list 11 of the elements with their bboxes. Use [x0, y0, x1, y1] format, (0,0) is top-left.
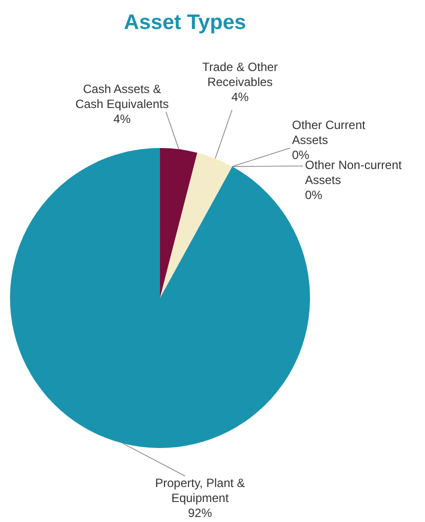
slice-label: Cash Assets & Cash Equivalents: [75, 82, 169, 111]
text: 0%: [305, 188, 322, 202]
pie-slice: [160, 148, 198, 298]
slice-label: Trade & Other Receivables: [202, 60, 278, 89]
data-label: 4%: [231, 90, 249, 104]
slice-label: Property, Plant & Equipment: [155, 476, 245, 505]
pie-slice: [160, 152, 232, 298]
data-label: 92%: [188, 506, 212, 520]
data-label: 4%: [113, 112, 131, 126]
category-label: Other Current Assets: [292, 118, 366, 147]
chart-title: Asset Types: [124, 11, 246, 34]
